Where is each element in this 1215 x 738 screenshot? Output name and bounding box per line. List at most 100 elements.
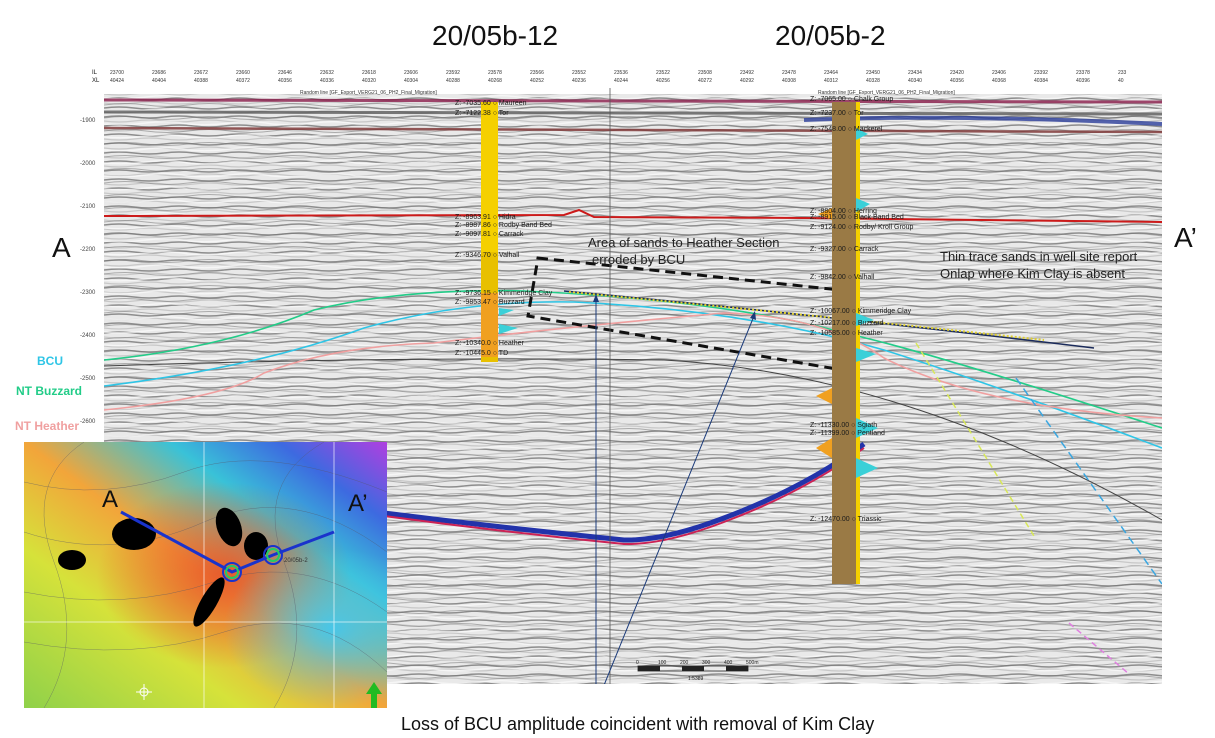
il-tick: 23606 xyxy=(404,70,418,76)
header-xl-label: XL xyxy=(92,78,100,84)
xl-tick: 40268 xyxy=(488,78,502,84)
annotation-sand-area: Area of sands to Heather Section erroded… xyxy=(588,234,780,268)
well-top-name: ○ Kimmeridge Clay xyxy=(851,308,912,315)
il-tick: 23492 xyxy=(740,70,754,76)
xl-tick: 40308 xyxy=(782,78,796,84)
well-top-label: Z: -9327.00 ○ Carrack xyxy=(810,246,878,253)
il-tick: 23464 xyxy=(824,70,838,76)
well-top-depth: Z: -9736.15 xyxy=(455,290,493,297)
il-tick: 23450 xyxy=(866,70,880,76)
well-top-depth: Z: -8804.00 xyxy=(810,208,848,215)
well-top-depth: Z: -8963.91 xyxy=(455,214,493,221)
well-top-name: ○ Tor xyxy=(492,110,509,117)
xl-tick: 40384 xyxy=(1034,78,1048,84)
depth-tick: -2100 xyxy=(80,204,96,210)
well-top-name: ○ Mackerel xyxy=(847,126,883,133)
well-top-depth: Z: -8987.86 xyxy=(455,222,493,229)
well-top-depth: Z: -7237.00 xyxy=(810,110,848,117)
well-top-name: ○ Maureen xyxy=(492,100,527,107)
il-tick: 23646 xyxy=(278,70,292,76)
il-tick: 23392 xyxy=(1034,70,1048,76)
well-top-depth: Z: -9842.00 xyxy=(810,274,848,281)
il-tick: 23592 xyxy=(446,70,460,76)
well-top-label: Z: -12470.00 ○ Triassic xyxy=(810,516,882,523)
well-top-label: Z: -7548.00 ○ Mackerel xyxy=(810,126,882,133)
well-top-name: ○ Buzzard xyxy=(492,299,525,306)
north-arrow-icon xyxy=(366,682,382,708)
scale-bar-ratio: 1:5389 xyxy=(688,676,704,682)
well-top-label: Z: -8804.00 ○ Herring xyxy=(810,208,877,215)
well-top-depth: Z: -9124.00 xyxy=(810,224,848,231)
well-tops-left: Z: -7035.60 ○ Maureen Z: -7122.38 ○ Tor Z:… xyxy=(455,100,655,370)
il-tick: 233 xyxy=(1118,70,1127,76)
legend-bcu: BCU xyxy=(37,354,63,368)
well-top-label: Z: -9346.70 ○ Valhall xyxy=(455,252,519,259)
well-top-depth: Z: -9097.81 xyxy=(455,231,493,238)
seismic-section xyxy=(104,88,1162,684)
well-top-name: ○ Black Band Bed xyxy=(847,214,904,221)
scale-tick: 100 xyxy=(658,660,667,666)
il-tick: 23378 xyxy=(1076,70,1090,76)
il-tick: 23618 xyxy=(362,70,376,76)
xl-tick: 40292 xyxy=(740,78,754,84)
map-well-label: 20/05b-2 xyxy=(284,558,308,564)
well-top-name: ○ Triassic xyxy=(851,516,882,523)
well-top-label: Z: -10067.00 ○ Kimmeridge Clay xyxy=(810,308,911,315)
il-tick: 23478 xyxy=(782,70,796,76)
well-top-name: ○ Buzzard xyxy=(851,320,884,327)
well-top-depth: Z: -9346.70 xyxy=(455,252,493,259)
well-top-label: Z: -7065.00 ○ Chalk Group xyxy=(810,96,893,103)
il-tick: 23686 xyxy=(152,70,166,76)
well-top-label: Z: -9853.47 ○ Buzzard xyxy=(455,299,525,306)
xl-tick: 40388 xyxy=(194,78,208,84)
well-top-name: ○ Hidra xyxy=(492,214,516,221)
map-label-a: A xyxy=(102,486,119,513)
il-tick: 23536 xyxy=(614,70,628,76)
well-top-name: ○ Pentland xyxy=(851,430,885,437)
annotation-thin-trace-line1: Thin trace sands in well site report xyxy=(940,249,1138,264)
well-top-depth: Z: -7035.60 xyxy=(455,100,493,107)
scale-bar-ticks: 0 100 200 300 400 500m xyxy=(636,660,766,668)
xl-tick: 40336 xyxy=(320,78,334,84)
il-tick: 23420 xyxy=(950,70,964,76)
xl-tick: 40272 xyxy=(698,78,712,84)
well-top-depth: Z: -10340.0 xyxy=(455,340,493,347)
well-top-name: ○ Valhall xyxy=(847,274,875,281)
well-marker-icon xyxy=(136,684,152,700)
well-top-depth: Z: -7065.00 xyxy=(810,96,848,103)
il-tick: 23552 xyxy=(572,70,586,76)
annotation-thin-trace-line2: Onlap where Kim Clay is absent xyxy=(940,266,1125,281)
xl-tick: 40236 xyxy=(572,78,586,84)
well-top-label: Z: -9097.81 ○ Carrack xyxy=(455,231,523,238)
annotation-sand-area-line1: Area of sands to Heather Section xyxy=(588,235,780,250)
xl-tick: 40304 xyxy=(404,78,418,84)
scale-tick: 500m xyxy=(746,660,759,666)
inset-map xyxy=(24,442,387,708)
legend-nt-heather: NT Heather xyxy=(15,419,80,433)
well-title-right: 20/05b-2 xyxy=(775,20,886,51)
well-top-depth: Z: -9327.00 xyxy=(810,246,848,253)
xl-tick: 40340 xyxy=(908,78,922,84)
well-top-label: Z: -10217.00 ○ Buzzard xyxy=(810,320,884,327)
xl-tick: 40244 xyxy=(614,78,628,84)
il-tick: 23434 xyxy=(908,70,922,76)
well-top-label: Z: -9736.15 ○ Kimmeridge Clay xyxy=(455,290,552,297)
il-tick: 23566 xyxy=(530,70,544,76)
annotation-thin-trace: Thin trace sands in well site report Onl… xyxy=(940,248,1137,282)
xl-tick: 40320 xyxy=(362,78,376,84)
well-top-label: Z: -10585.00 ○ Heather xyxy=(810,330,883,337)
well-top-label: Z: -9124.00 ○ Rodby/ Kroll Group xyxy=(810,224,913,231)
well-top-label: Z: -8915.00 ○ Black Band Bed xyxy=(810,214,904,221)
well-top-label: Z: -11330.00 ○ Sgiath xyxy=(810,422,877,429)
well-top-label: Z: -7035.60 ○ Maureen xyxy=(455,100,527,107)
il-tick: 23660 xyxy=(236,70,250,76)
well-tops-right: Z: -7065.00 ○ Chalk Group Z: -7237.00 ○ T… xyxy=(810,96,1050,536)
well-top-depth: Z: -7548.00 xyxy=(810,126,848,133)
well-top-depth: Z: -11399.00 xyxy=(810,430,852,437)
header-il-label: IL xyxy=(92,70,98,76)
well-top-label: Z: -7237.00 ○ Tor xyxy=(810,110,864,117)
depth-tick: -2500 xyxy=(80,376,96,382)
scale-tick: 0 xyxy=(636,660,639,666)
well-top-depth: Z: -10585.00 xyxy=(810,330,852,337)
well-top-name: ○ Chalk Group xyxy=(847,96,894,103)
